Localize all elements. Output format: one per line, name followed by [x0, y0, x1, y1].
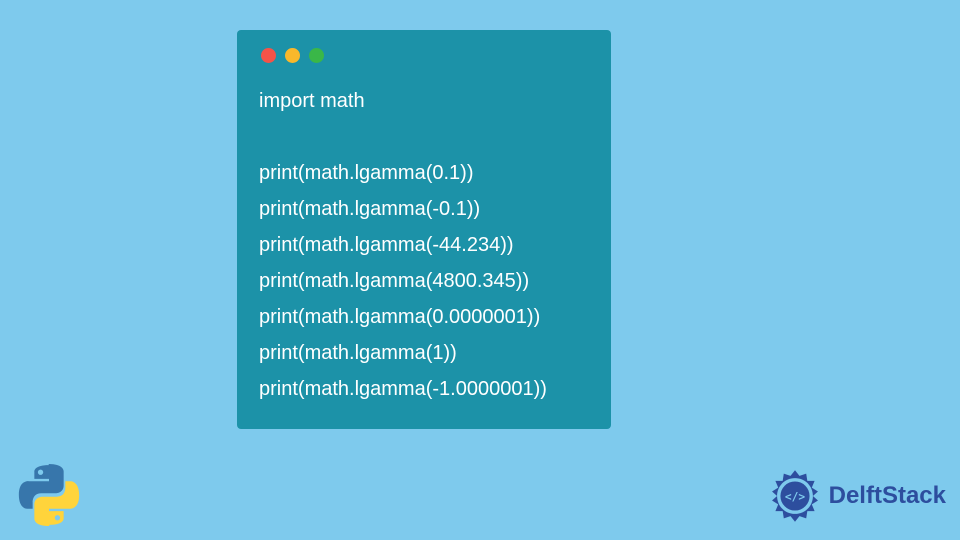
maximize-icon: [309, 48, 324, 63]
python-logo-icon: [18, 464, 80, 526]
delftstack-emblem-icon: </>: [767, 468, 823, 524]
code-line: print(math.lgamma(0.0000001)): [259, 299, 589, 335]
code-window: import math print(math.lgamma(0.1)) prin…: [237, 30, 611, 429]
window-traffic-lights: [261, 48, 589, 63]
minimize-icon: [285, 48, 300, 63]
code-line: print(math.lgamma(1)): [259, 335, 589, 371]
code-line: print(math.lgamma(-1.0000001)): [259, 371, 589, 407]
svg-text:</>: </>: [785, 490, 805, 503]
delftstack-label: DelftStack: [829, 482, 946, 510]
close-icon: [261, 48, 276, 63]
code-line: print(math.lgamma(0.1)): [259, 155, 589, 191]
code-line: print(math.lgamma(-44.234)): [259, 227, 589, 263]
delftstack-badge: </> DelftStack: [767, 468, 946, 524]
code-line: print(math.lgamma(4800.345)): [259, 263, 589, 299]
code-line: import math: [259, 83, 589, 119]
code-line: print(math.lgamma(-0.1)): [259, 191, 589, 227]
code-blank-line: [259, 119, 589, 155]
